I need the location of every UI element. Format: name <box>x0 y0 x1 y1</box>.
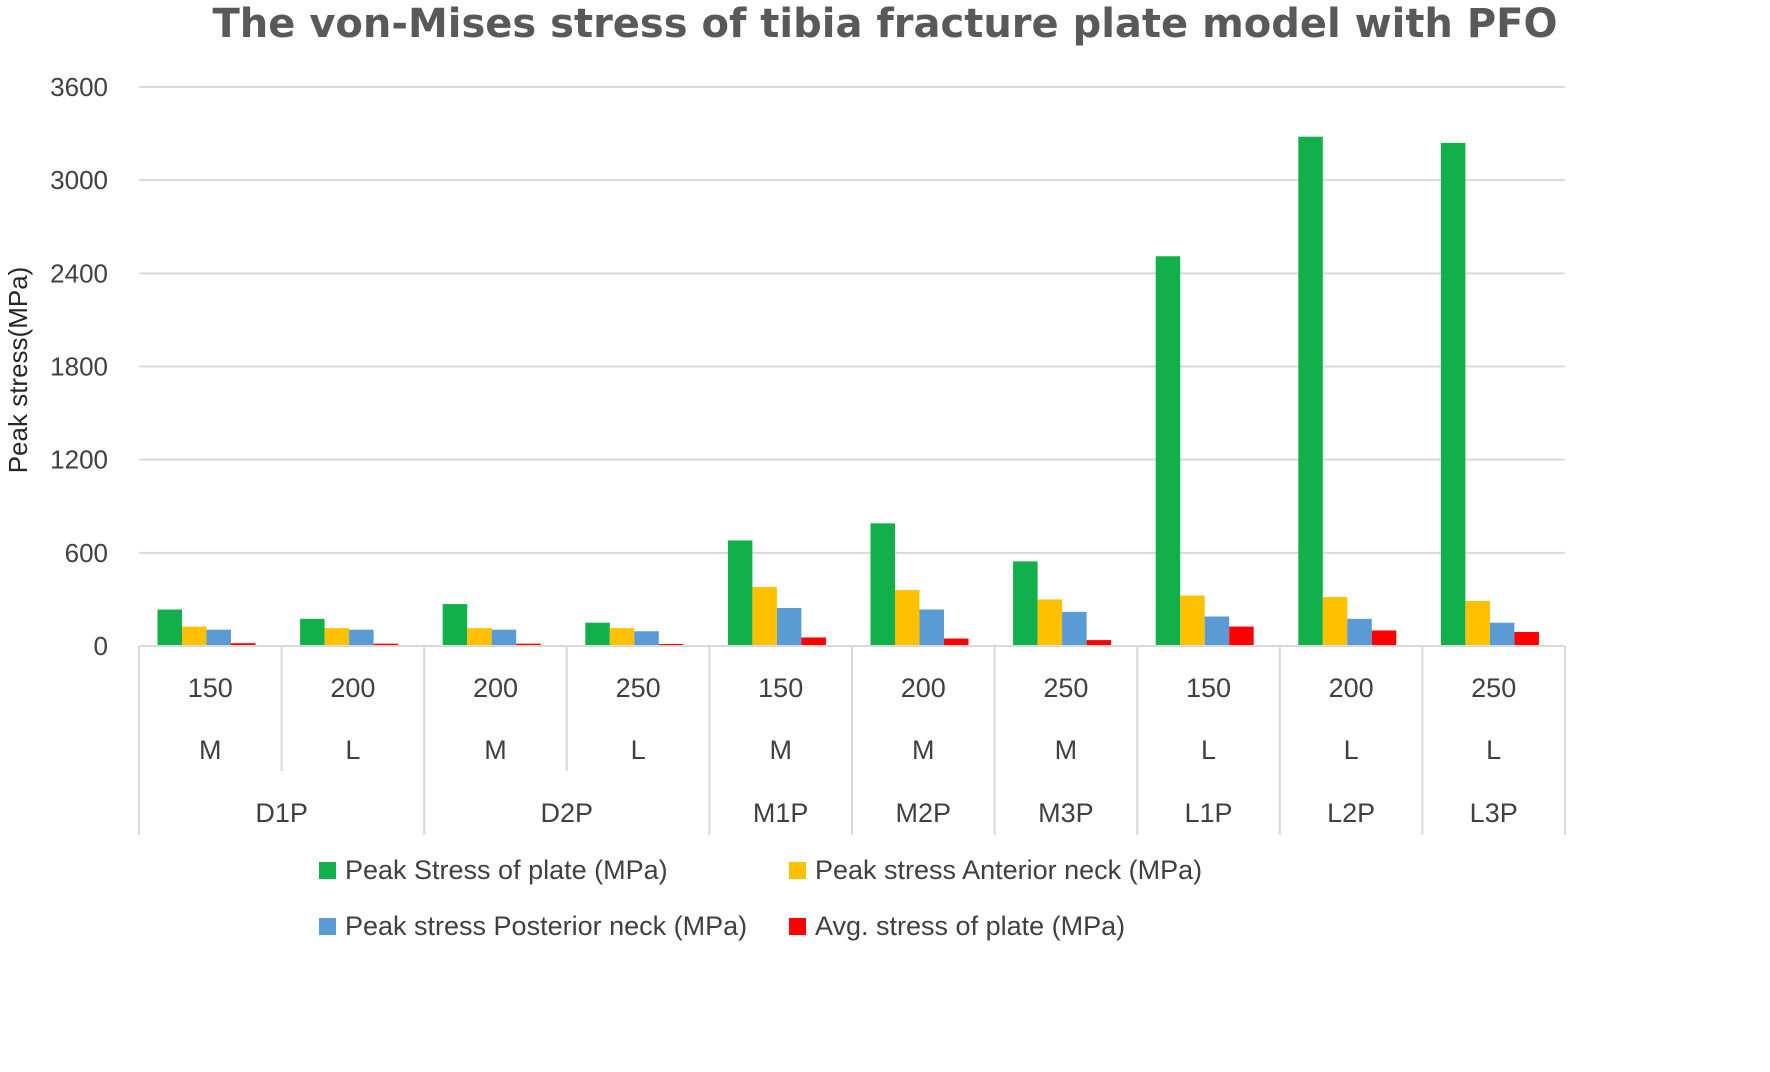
x-tick-label: 250 <box>616 673 661 703</box>
bar <box>1514 632 1539 646</box>
y-tick-label: 0 <box>94 631 108 661</box>
bar <box>1322 597 1348 646</box>
x-tick-label: M <box>484 735 507 765</box>
gridlines <box>139 86 1565 554</box>
x-tick-label: M <box>1055 735 1078 765</box>
bar <box>1298 136 1323 646</box>
legend-swatch <box>319 918 336 935</box>
bar <box>609 628 635 646</box>
legend-label: Peak Stress of plate (MPa) <box>345 855 668 885</box>
bar <box>373 643 399 646</box>
bar <box>658 643 684 646</box>
bar <box>206 629 231 646</box>
y-tick-label: 2400 <box>50 258 108 288</box>
x-group-label: D1P <box>255 798 308 828</box>
bar <box>1229 626 1254 646</box>
bar <box>634 631 659 646</box>
bar <box>752 586 777 646</box>
y-axis-ticks: 0 600 1200 1800 2400 3000 3600 <box>50 72 108 661</box>
x-tick-label: L <box>1344 735 1359 765</box>
bar <box>944 638 969 646</box>
bar <box>182 626 207 646</box>
x-tick-label: 200 <box>901 673 946 703</box>
x-tick-label: 150 <box>758 673 803 703</box>
bar <box>1062 611 1087 646</box>
bar <box>1037 599 1063 646</box>
bar <box>157 609 182 646</box>
legend-label: Peak stress Anterior neck (MPa) <box>815 855 1202 885</box>
x-tick-label: 150 <box>1186 673 1231 703</box>
y-tick-label: 3600 <box>50 72 108 102</box>
x-tick-label: 250 <box>1471 673 1516 703</box>
bar <box>1489 622 1515 646</box>
legend-label: Peak stress Posterior neck (MPa) <box>345 911 747 941</box>
x-group-label: M1P <box>753 798 809 828</box>
x-tick-label: L <box>345 735 360 765</box>
x-tick-label: 250 <box>1043 673 1088 703</box>
x-tick-label: L <box>1201 735 1216 765</box>
bar <box>1013 561 1038 646</box>
bar <box>231 643 256 646</box>
chart-title: The von-Mises stress of tibia fracture p… <box>213 1 1558 47</box>
x-group-label: L3P <box>1470 798 1518 828</box>
y-tick-label: 3000 <box>50 165 108 195</box>
bar <box>300 618 325 646</box>
bar <box>1347 618 1372 646</box>
x-group-label: L2P <box>1327 798 1375 828</box>
x-group-label: L1P <box>1184 798 1232 828</box>
x-tick-label: L <box>1486 735 1501 765</box>
x-tick-label: M <box>912 735 935 765</box>
legend-swatch <box>789 862 806 879</box>
x-tick-label: M <box>769 735 792 765</box>
y-axis-label: Peak stress(MPa) <box>3 267 33 474</box>
bar <box>1465 600 1490 646</box>
x-tick-label: 200 <box>330 673 375 703</box>
bar <box>727 540 753 646</box>
bar <box>467 628 492 646</box>
bar <box>1155 256 1181 646</box>
x-group-label: M3P <box>1038 798 1094 828</box>
bar <box>516 643 541 646</box>
legend-swatch <box>319 862 336 879</box>
bar <box>776 607 802 646</box>
bar <box>585 622 610 646</box>
bar <box>349 629 374 646</box>
legend: Peak Stress of plate (MPa) Peak stress An… <box>319 855 1202 941</box>
bar <box>1371 630 1397 646</box>
legend-label: Avg. stress of plate (MPa) <box>815 911 1125 941</box>
bar <box>1440 142 1466 646</box>
bar <box>1180 595 1205 646</box>
bar <box>442 604 468 646</box>
y-tick-label: 1200 <box>50 445 108 475</box>
legend-swatch <box>789 918 806 935</box>
x-tick-label: 150 <box>188 673 233 703</box>
y-tick-label: 1800 <box>50 352 108 382</box>
bar <box>919 609 944 646</box>
x-tick-label: L <box>631 735 646 765</box>
x-tick-label: M <box>199 735 222 765</box>
bar <box>1204 616 1230 646</box>
x-group-label: M2P <box>896 798 952 828</box>
y-tick-label: 600 <box>65 538 108 568</box>
x-tick-label: 200 <box>473 673 518 703</box>
bar <box>324 628 350 646</box>
bar <box>491 629 517 646</box>
bar <box>895 590 920 646</box>
bar <box>1086 640 1112 646</box>
x-group-label: D2P <box>541 798 594 828</box>
bars <box>157 136 1539 646</box>
bar <box>801 637 826 646</box>
x-tick-label: 200 <box>1329 673 1374 703</box>
x-axis: 150 M 200 L 200 M 250 L 150 M 200 M 250 M 150 L 200 L 250 L… <box>138 645 1566 835</box>
bar <box>870 523 895 646</box>
